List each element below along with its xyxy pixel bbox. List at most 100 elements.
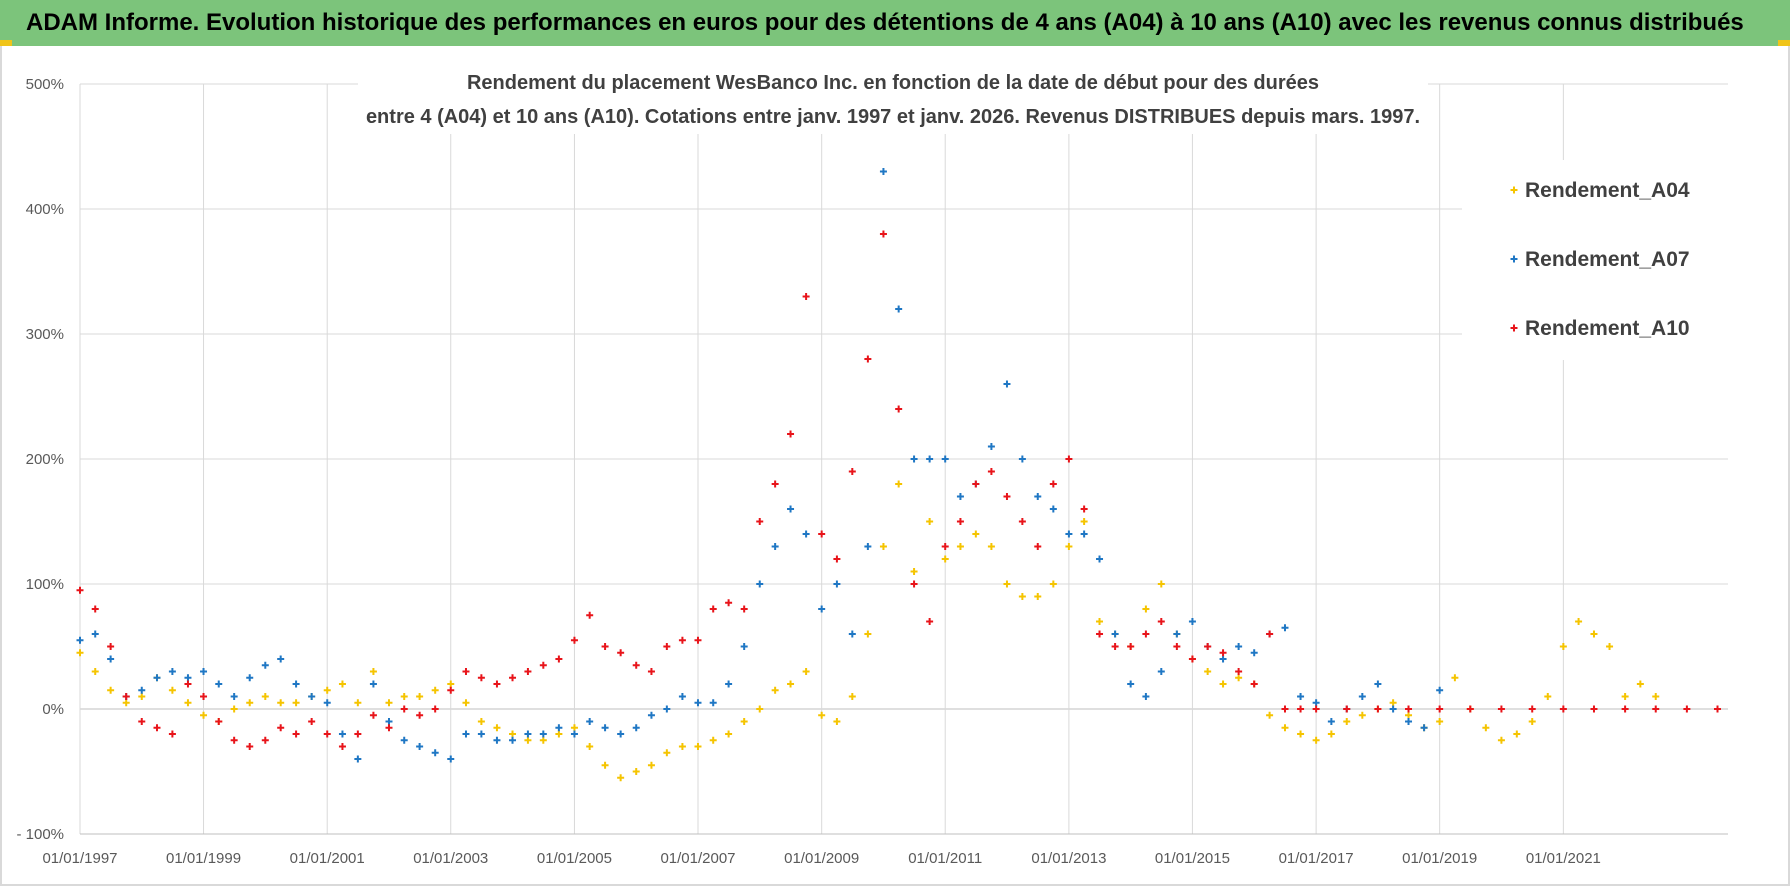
- x-tick-label: 01/01/2001: [290, 850, 365, 867]
- point-Rendement_A07: [756, 580, 764, 588]
- point-Rendement_A04: [1513, 730, 1521, 738]
- point-Rendement_A10: [663, 643, 671, 650]
- point-Rendement_A07: [338, 730, 346, 738]
- point-Rendement_A10: [601, 643, 609, 650]
- point-Rendement_A04: [1204, 668, 1212, 675]
- point-Rendement_A07: [910, 455, 918, 463]
- point-Rendement_A10: [1003, 493, 1011, 500]
- legend-marker-Rendement_A04: [1510, 186, 1518, 194]
- point-Rendement_A04: [1049, 580, 1057, 588]
- point-Rendement_A04: [277, 699, 285, 707]
- point-Rendement_A07: [447, 755, 455, 763]
- point-Rendement_A07: [354, 755, 362, 763]
- point-Rendement_A10: [1018, 518, 1026, 525]
- point-Rendement_A04: [493, 724, 501, 732]
- point-Rendement_A04: [1606, 643, 1614, 650]
- point-Rendement_A04: [1034, 593, 1042, 600]
- point-Rendement_A04: [1297, 730, 1305, 738]
- point-Rendement_A04: [787, 680, 795, 688]
- point-Rendement_A10: [277, 724, 285, 732]
- point-Rendement_A07: [91, 630, 99, 638]
- point-Rendement_A07: [864, 543, 872, 550]
- point-Rendement_A04: [709, 736, 717, 744]
- point-Rendement_A10: [91, 605, 99, 613]
- point-Rendement_A07: [168, 668, 176, 675]
- legend-label-Rendement_A10: Rendement_A10: [1525, 317, 1690, 340]
- point-Rendement_A07: [1235, 643, 1243, 650]
- banner-accent-left: [0, 40, 12, 46]
- point-Rendement_A10: [1590, 705, 1598, 713]
- point-Rendement_A07: [1327, 718, 1335, 725]
- point-Rendement_A10: [539, 661, 547, 669]
- point-Rendement_A10: [771, 480, 779, 488]
- point-Rendement_A07: [1173, 630, 1181, 638]
- point-Rendement_A04: [1590, 630, 1598, 638]
- point-Rendement_A07: [477, 730, 485, 738]
- point-Rendement_A10: [956, 518, 964, 525]
- point-Rendement_A10: [1266, 630, 1274, 638]
- point-Rendement_A04: [323, 686, 331, 694]
- point-Rendement_A07: [941, 455, 949, 463]
- point-Rendement_A07: [632, 724, 640, 732]
- point-Rendement_A07: [1142, 693, 1150, 700]
- point-Rendement_A04: [1219, 680, 1227, 688]
- point-Rendement_A07: [1281, 624, 1289, 632]
- point-Rendement_A10: [972, 480, 980, 488]
- point-Rendement_A07: [509, 736, 517, 744]
- point-Rendement_A10: [308, 718, 316, 725]
- point-Rendement_A10: [261, 736, 269, 744]
- point-Rendement_A07: [1096, 555, 1104, 563]
- point-Rendement_A07: [895, 305, 903, 313]
- point-Rendement_A04: [184, 699, 192, 707]
- point-Rendement_A10: [1405, 705, 1413, 713]
- point-Rendement_A10: [168, 730, 176, 738]
- point-Rendement_A04: [138, 693, 146, 700]
- point-Rendement_A04: [647, 761, 655, 769]
- point-Rendement_A10: [76, 586, 84, 594]
- banner-accent-right: [1778, 40, 1790, 46]
- point-Rendement_A10: [524, 668, 532, 675]
- point-Rendement_A04: [879, 543, 887, 550]
- point-Rendement_A04: [1575, 618, 1583, 625]
- point-Rendement_A07: [818, 605, 826, 613]
- point-Rendement_A04: [91, 668, 99, 675]
- x-tick-label: 01/01/2013: [1031, 850, 1106, 867]
- point-Rendement_A10: [385, 724, 393, 732]
- point-Rendement_A10: [787, 430, 795, 438]
- point-Rendement_A04: [1497, 736, 1505, 744]
- legend: Rendement_A04 Rendement_A07 Rendement_A10: [1462, 160, 1730, 360]
- point-Rendement_A07: [1420, 724, 1428, 732]
- point-Rendement_A04: [200, 711, 208, 719]
- point-Rendement_A04: [1405, 711, 1413, 719]
- point-Rendement_A10: [725, 599, 733, 607]
- point-Rendement_A10: [1343, 705, 1351, 713]
- x-tick-label: 01/01/2003: [413, 850, 488, 867]
- point-Rendement_A07: [1405, 718, 1413, 725]
- point-Rendement_A10: [1714, 705, 1722, 713]
- x-tick-label: 01/01/2009: [784, 850, 859, 867]
- point-Rendement_A04: [122, 699, 130, 707]
- point-Rendement_A07: [462, 730, 470, 738]
- point-Rendement_A04: [1003, 580, 1011, 588]
- point-Rendement_A04: [725, 730, 733, 738]
- point-Rendement_A10: [1652, 705, 1660, 713]
- point-Rendement_A10: [1281, 705, 1289, 713]
- point-Rendement_A10: [431, 705, 439, 713]
- point-Rendement_A04: [1327, 730, 1335, 738]
- point-Rendement_A07: [153, 674, 161, 682]
- point-Rendement_A10: [678, 636, 686, 644]
- report-title: ADAM Informe. Evolution historique des p…: [26, 9, 1744, 36]
- point-Rendement_A10: [107, 643, 115, 650]
- x-tick-label: 01/01/2017: [1279, 850, 1354, 867]
- point-Rendement_A10: [895, 405, 903, 413]
- point-Rendement_A04: [1559, 643, 1567, 650]
- point-Rendement_A10: [756, 518, 764, 525]
- point-Rendement_A04: [848, 693, 856, 700]
- point-Rendement_A07: [1312, 699, 1320, 707]
- y-tick-label: 200%: [26, 451, 64, 468]
- point-Rendement_A10: [323, 730, 331, 738]
- point-Rendement_A10: [462, 668, 470, 675]
- point-Rendement_A04: [230, 705, 238, 713]
- point-Rendement_A10: [1065, 455, 1073, 463]
- point-Rendement_A07: [1297, 693, 1305, 700]
